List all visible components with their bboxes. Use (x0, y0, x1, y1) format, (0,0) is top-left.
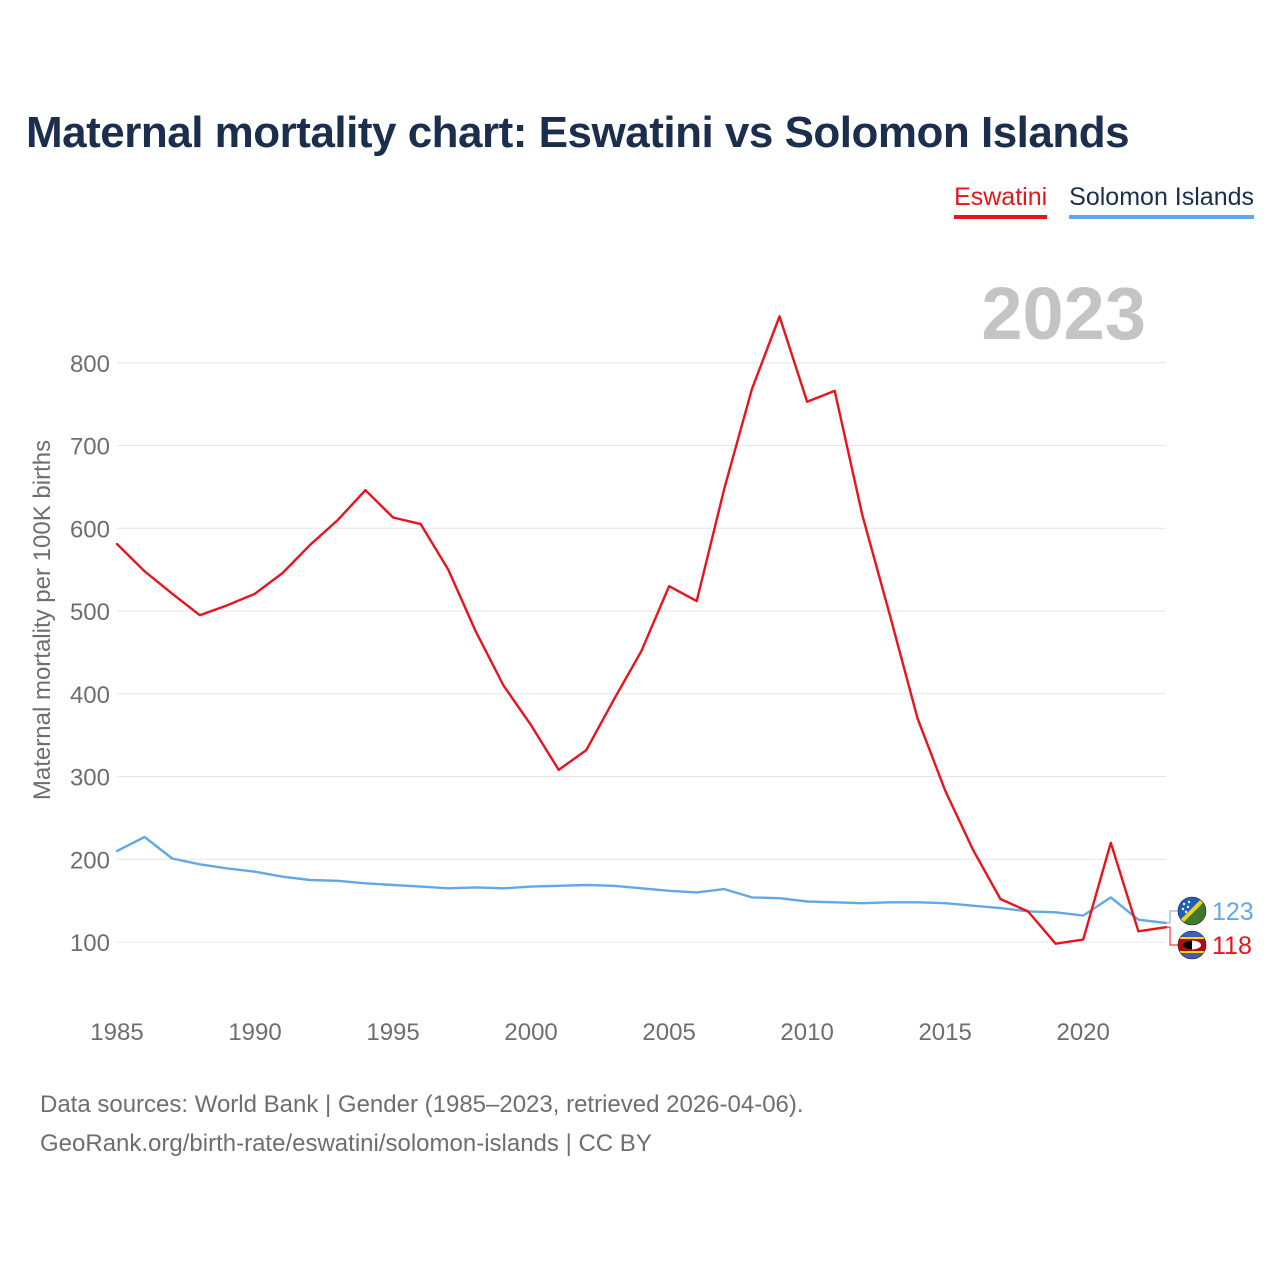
x-tick-label: 2000 (504, 1019, 557, 1046)
y-axis-label: Maternal mortality per 100K births (29, 440, 56, 800)
flag-eswatini-icon (1177, 930, 1207, 960)
x-tick-label: 2020 (1056, 1019, 1109, 1046)
x-tick-label: 2010 (780, 1019, 833, 1046)
footer-sources: Data sources: World Bank | Gender (1985–… (40, 1091, 804, 1118)
y-tick-label: 400 (70, 682, 110, 709)
chart-title: Maternal mortality chart: Eswatini vs So… (26, 108, 1130, 157)
x-tick-label: 2015 (918, 1019, 971, 1046)
y-tick-label: 100 (70, 930, 110, 957)
series-line-eswatini (115, 315, 1168, 945)
y-tick-label: 300 (70, 765, 110, 792)
x-tick-label: 1995 (366, 1019, 419, 1046)
footer: Data sources: World Bank | Gender (1985–… (40, 1085, 804, 1163)
end-label-solomon-islands: 123 (1212, 898, 1254, 926)
y-tick-label: 600 (70, 516, 110, 543)
x-tick-label: 2005 (642, 1019, 695, 1046)
series (115, 315, 1168, 945)
legend-item-eswatini[interactable]: Eswatini (954, 183, 1048, 219)
y-tick-label: 200 (70, 847, 110, 874)
flag-solomon-islands-icon (1177, 896, 1207, 926)
footer-url[interactable]: GeoRank.org/birth-rate/eswatini/solomon-… (40, 1130, 652, 1157)
axes: 100 200 300 400 500 600 700 800 1985 1990 1995 2000… (70, 351, 1110, 1046)
end-label-eswatini: 118 (1212, 932, 1252, 960)
legend-item-solomon-islands[interactable]: Solomon Islands (1069, 183, 1254, 219)
x-tick-label: 1985 (90, 1019, 143, 1046)
y-tick-label: 700 (70, 434, 110, 461)
gridlines (117, 362, 1166, 943)
x-tick-label: 1990 (228, 1019, 281, 1046)
y-tick-label: 800 (70, 351, 110, 378)
y-tick-label: 500 (70, 599, 110, 626)
series-line-solomon-islands (115, 835, 1168, 925)
end-label-connector-solomon-islands (1166, 910, 1178, 924)
end-label-connector-eswatini (1166, 926, 1178, 946)
year-watermark: 2023 (981, 272, 1146, 355)
legend: Eswatini Solomon Islands (954, 183, 1254, 219)
